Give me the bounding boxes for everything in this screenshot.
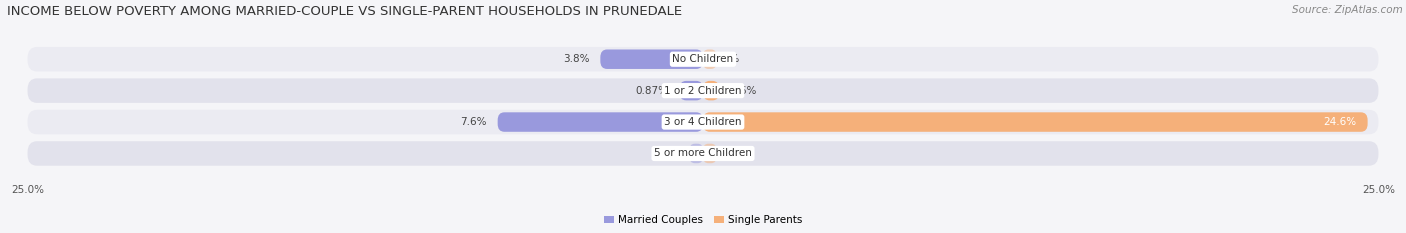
Text: Source: ZipAtlas.com: Source: ZipAtlas.com — [1292, 5, 1403, 15]
FancyBboxPatch shape — [679, 81, 703, 100]
FancyBboxPatch shape — [689, 144, 703, 163]
FancyBboxPatch shape — [600, 49, 703, 69]
Text: 0.0%: 0.0% — [714, 54, 740, 64]
Text: 24.6%: 24.6% — [1323, 117, 1357, 127]
Text: 0.0%: 0.0% — [666, 148, 692, 158]
FancyBboxPatch shape — [703, 49, 717, 69]
FancyBboxPatch shape — [28, 78, 1378, 103]
FancyBboxPatch shape — [703, 81, 720, 100]
Text: 7.6%: 7.6% — [460, 117, 486, 127]
FancyBboxPatch shape — [28, 47, 1378, 72]
FancyBboxPatch shape — [28, 141, 1378, 166]
Text: 3 or 4 Children: 3 or 4 Children — [664, 117, 742, 127]
Text: 3.8%: 3.8% — [562, 54, 589, 64]
Text: 0.87%: 0.87% — [636, 86, 669, 96]
Text: 1 or 2 Children: 1 or 2 Children — [664, 86, 742, 96]
Text: No Children: No Children — [672, 54, 734, 64]
Text: 5 or more Children: 5 or more Children — [654, 148, 752, 158]
FancyBboxPatch shape — [703, 144, 717, 163]
Legend: Married Couples, Single Parents: Married Couples, Single Parents — [599, 211, 807, 230]
FancyBboxPatch shape — [703, 112, 1368, 132]
FancyBboxPatch shape — [28, 110, 1378, 134]
Text: INCOME BELOW POVERTY AMONG MARRIED-COUPLE VS SINGLE-PARENT HOUSEHOLDS IN PRUNEDA: INCOME BELOW POVERTY AMONG MARRIED-COUPL… — [7, 5, 682, 18]
Text: 0.6%: 0.6% — [730, 86, 756, 96]
Text: 0.0%: 0.0% — [714, 148, 740, 158]
FancyBboxPatch shape — [498, 112, 703, 132]
